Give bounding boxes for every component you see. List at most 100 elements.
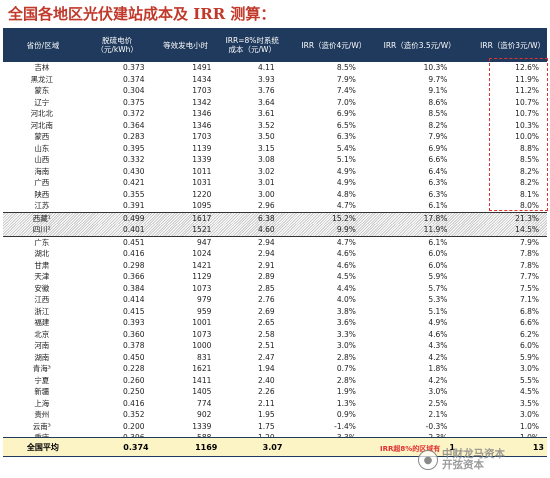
cell-irr-3-5: 5.3% <box>428 295 448 304</box>
cell-system-cost: 3.15 <box>257 143 275 153</box>
cell-irr-3: 3.0% <box>519 410 539 419</box>
cell-system-cost: 2.51 <box>257 341 275 350</box>
cell-coal-price: 0.499 <box>123 213 145 223</box>
cell-irr-4: 4.0% <box>336 295 356 304</box>
table-row: 湖北 0.416 1024 2.94 4.6% 6.0% 7.8% <box>3 248 547 260</box>
table-row: 陕西 0.355 1220 3.00 4.8% 6.3% 8.1% <box>3 189 547 201</box>
cell-irr-3: 6.8% <box>519 306 539 316</box>
header-irr-4: IRR（造价4元/W） <box>301 40 367 50</box>
cell-province: 青海³ <box>32 364 51 373</box>
cell-irr-3-5: 9.1% <box>428 86 448 95</box>
cell-province: 山西 <box>34 155 50 164</box>
cell-system-cost: 3.61 <box>257 109 275 118</box>
cell-irr-3-5: 6.3% <box>428 178 448 187</box>
cell-irr-3-5: 6.6% <box>428 155 448 164</box>
cell-province: 贵州 <box>34 410 50 419</box>
cell-irr-3: 10.3% <box>515 120 539 130</box>
cell-system-cost: 2.65 <box>257 318 275 327</box>
cell-irr-3-5: 11.9% <box>423 225 448 234</box>
cell-province: 湖北 <box>34 249 50 258</box>
cell-hours: 1073 <box>192 329 212 339</box>
cell-irr-3-5: 2.1% <box>428 410 448 419</box>
cell-system-cost: 2.69 <box>257 306 275 316</box>
cell-irr-3: 6.6% <box>519 318 539 327</box>
cell-irr-3: 7.7% <box>519 272 539 281</box>
cell-irr-3-5: 6.4% <box>428 166 448 176</box>
cell-hours: 1703 <box>192 132 212 141</box>
cell-system-cost: 2.58 <box>257 329 275 339</box>
table-row: 吉林 0.373 1491 4.11 8.5% 10.3% 12.6% <box>3 62 547 74</box>
cell-coal-price: 0.304 <box>123 86 145 95</box>
cell-irr-3: 3.5% <box>519 398 539 408</box>
cell-irr-3-5: 6.1% <box>428 201 448 210</box>
cell-hours: 1095 <box>192 201 212 210</box>
cell-irr-4: 2.8% <box>336 352 356 362</box>
cell-irr-3: 5.5% <box>519 375 539 385</box>
cell-system-cost: 3.50 <box>257 132 275 141</box>
cell-hours: 1346 <box>192 109 212 118</box>
cell-irr-4: 6.5% <box>336 120 356 130</box>
table-row: 安徽 0.384 1073 2.85 4.4% 5.7% 7.5% <box>3 283 547 295</box>
cell-hours: 1434 <box>192 74 212 84</box>
cell-irr-3-5: 17.8% <box>423 213 448 223</box>
cell-irr-3: 7.9% <box>519 237 539 247</box>
watermark-line1: 中财龙马资本 <box>442 447 505 460</box>
cell-province: 上海 <box>34 398 50 408</box>
cell-coal-price: 0.414 <box>123 295 145 304</box>
cell-system-cost: 3.00 <box>257 189 275 199</box>
cell-system-cost: 4.11 <box>257 63 275 72</box>
cell-irr-4: -1.4% <box>334 421 356 431</box>
cell-province: 辽宁 <box>34 97 50 107</box>
table-row: 蒙东 0.304 1703 3.76 7.4% 9.1% 11.2% <box>3 85 547 97</box>
cell-irr-3-5: 9.7% <box>428 74 448 84</box>
cell-province: 甘肃 <box>34 260 50 270</box>
cell-system-cost: 6.38 <box>257 213 275 223</box>
cell-irr-4: 3.0% <box>336 341 356 350</box>
cell-system-cost: 3.64 <box>257 97 275 107</box>
cell-irr-4: 5.4% <box>336 143 356 153</box>
table-row: 山东 0.395 1139 3.15 5.4% 6.9% 8.8% <box>3 143 547 155</box>
cell-irr-4: 3.3% <box>336 329 356 339</box>
cell-irr-3: 10.0% <box>515 132 539 141</box>
cell-irr-3-5: 6.0% <box>428 249 448 258</box>
cell-hours: 1703 <box>192 86 212 95</box>
cell-hours: 1001 <box>192 318 212 327</box>
table-row: 河北南 0.364 1346 3.52 6.5% 8.2% 10.3% <box>3 120 547 132</box>
cell-hours: 1339 <box>192 155 212 164</box>
cell-irr-3-5: 5.1% <box>428 306 448 316</box>
table-row: 辽宁 0.375 1342 3.64 7.0% 8.6% 10.7% <box>3 97 547 109</box>
avg-irr-3-5: 1 <box>449 442 455 452</box>
cell-irr-4: 6.9% <box>336 109 356 118</box>
cell-coal-price: 0.250 <box>123 387 145 396</box>
cell-irr-3-5: 4.2% <box>428 375 448 385</box>
cell-irr-3-5: 8.2% <box>428 120 448 130</box>
cell-system-cost: 2.85 <box>257 283 275 293</box>
cell-coal-price: 0.384 <box>123 283 145 293</box>
cell-irr-3: 8.1% <box>519 189 539 199</box>
cell-coal-price: 0.228 <box>123 364 145 373</box>
cell-hours: 1621 <box>192 364 212 373</box>
table-row: 西藏¹ 0.499 1617 6.38 15.2% 17.8% 21.3% <box>3 211 547 224</box>
cell-irr-4: 6.3% <box>336 132 356 141</box>
cell-system-cost: 2.11 <box>257 398 275 408</box>
cell-province: 湖南 <box>34 352 50 362</box>
cell-province: 北京 <box>34 329 50 339</box>
cell-province: 西藏¹ <box>32 213 51 223</box>
table-row: 青海³ 0.228 1621 1.94 0.7% 1.8% 3.0% <box>3 363 547 375</box>
cell-irr-3: 5.9% <box>519 352 539 362</box>
cell-hours: 1421 <box>192 260 212 270</box>
table-row: 蒙西 0.283 1703 3.50 6.3% 7.9% 10.0% <box>3 131 547 143</box>
cell-irr-3: 8.5% <box>519 155 539 164</box>
cell-coal-price: 0.366 <box>123 272 145 281</box>
table-row: 甘肃 0.298 1421 2.91 4.6% 6.0% 7.8% <box>3 260 547 272</box>
cell-irr-3-5: 7.9% <box>428 132 448 141</box>
cell-irr-3: 10.7% <box>515 109 539 118</box>
avg-irr-3: 13 <box>532 442 544 452</box>
cell-hours: 1129 <box>192 272 212 281</box>
watermark: ● 中财龙马资本 开弦资本 <box>418 446 548 474</box>
cell-coal-price: 0.416 <box>123 249 145 258</box>
cell-irr-3: 4.5% <box>519 387 539 396</box>
cell-coal-price: 0.283 <box>123 132 145 141</box>
cell-irr-3: 1.0% <box>519 421 539 431</box>
cell-irr-4: 4.5% <box>336 272 356 281</box>
